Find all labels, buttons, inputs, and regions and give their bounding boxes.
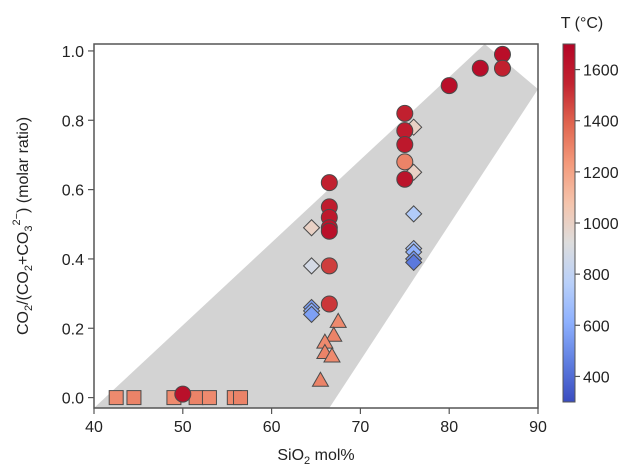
x-tick-label: 50 bbox=[174, 419, 192, 436]
colorbar-tick-label: 1000 bbox=[583, 216, 619, 233]
colorbar-label: T (°C) bbox=[561, 15, 604, 32]
triangle-point bbox=[311, 371, 330, 387]
colorbar bbox=[562, 43, 576, 403]
colorbar-ticks: 400 600 800 1000 1200 1400 1600 bbox=[575, 63, 619, 386]
circle-point bbox=[320, 257, 338, 275]
y-tick-label: 0.0 bbox=[62, 391, 84, 408]
x-tick-label: 90 bbox=[529, 419, 547, 436]
square-point bbox=[108, 390, 124, 406]
diamond-point bbox=[404, 253, 423, 272]
circle-point bbox=[493, 59, 511, 77]
plot-frame bbox=[93, 43, 539, 409]
circle-point bbox=[471, 59, 489, 77]
diamond-point bbox=[404, 205, 423, 223]
circle-point bbox=[320, 222, 338, 240]
x-axis-label: SiO2 mol% bbox=[277, 447, 354, 467]
circle-point bbox=[320, 295, 338, 313]
x-tick-label: 70 bbox=[352, 419, 370, 436]
diamond-point bbox=[302, 219, 321, 237]
diamond-point bbox=[302, 305, 321, 324]
circle-point bbox=[396, 136, 414, 154]
circle-point bbox=[174, 385, 192, 403]
y-tick-label: 0.2 bbox=[62, 321, 84, 338]
circle-point bbox=[396, 170, 414, 188]
triangle-point bbox=[323, 346, 341, 363]
colorbar-tick-label: 800 bbox=[583, 267, 610, 284]
x-axis: 40 50 60 70 80 90 bbox=[85, 408, 547, 436]
y-tick-label: 1.0 bbox=[62, 44, 84, 61]
colorbar-tick-label: 400 bbox=[583, 369, 610, 386]
circle-point bbox=[320, 174, 338, 192]
marks-layer bbox=[108, 45, 511, 406]
triangle-point bbox=[329, 312, 348, 328]
x-tick-label: 60 bbox=[263, 419, 281, 436]
y-tick-label: 0.4 bbox=[62, 252, 84, 269]
square-point bbox=[188, 390, 204, 406]
colorbar-tick-label: 1200 bbox=[583, 165, 619, 182]
y-tick-label: 0.6 bbox=[62, 183, 84, 200]
circle-point bbox=[440, 77, 458, 95]
square-point bbox=[233, 390, 249, 406]
circle-point bbox=[396, 153, 414, 171]
y-axis: 0.0 0.2 0.4 0.6 0.8 1.0 bbox=[62, 44, 94, 408]
x-tick-label: 80 bbox=[440, 419, 458, 436]
y-axis-label: CO2/(CO2+CO32−) (molar ratio) bbox=[11, 117, 35, 335]
circle-point bbox=[396, 104, 414, 122]
colorbar-tick-label: 1400 bbox=[583, 114, 619, 131]
y-tick-label: 0.8 bbox=[62, 113, 84, 130]
square-point bbox=[126, 390, 142, 406]
colorbar-tick-label: 1600 bbox=[583, 63, 619, 80]
colorbar-tick-label: 600 bbox=[583, 318, 610, 335]
diamond-point bbox=[302, 257, 321, 275]
square-point bbox=[201, 390, 217, 406]
triangle-point bbox=[324, 326, 343, 342]
x-tick-label: 40 bbox=[85, 419, 103, 436]
